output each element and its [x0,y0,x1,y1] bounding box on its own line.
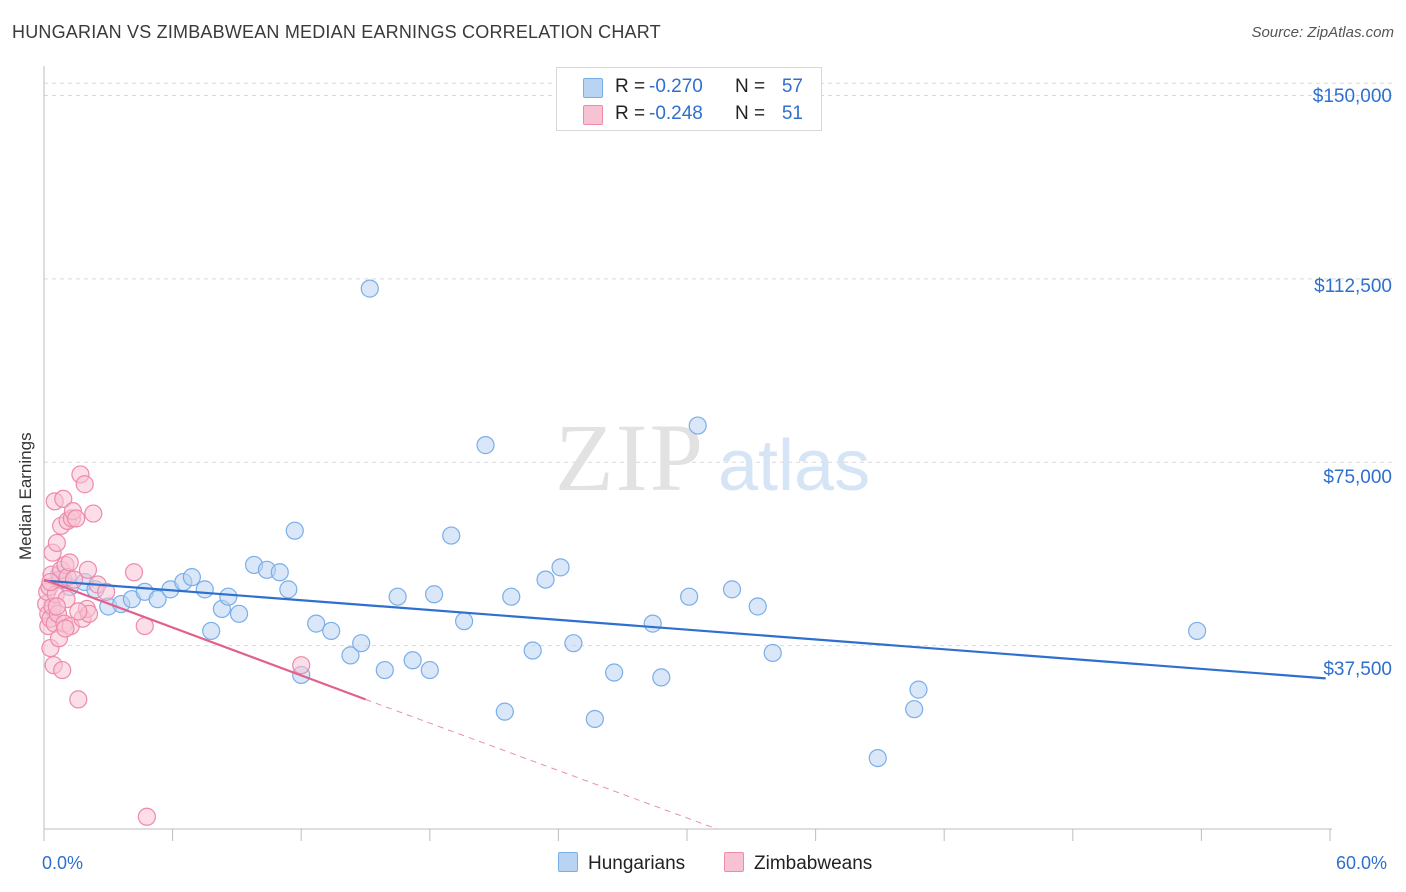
data-point [585,709,604,729]
data-point [285,521,304,540]
data-point [388,587,407,606]
data-point [219,587,238,606]
swatch-hungarians [583,78,603,98]
legend-label: Zimbabweans [754,853,873,874]
data-point [341,646,360,665]
data-point [442,526,461,545]
data-point [279,580,298,599]
r-value: -0.270 [649,76,703,97]
data-point [97,582,116,601]
data-point [67,509,86,528]
data-point [202,621,221,641]
data-point [322,621,341,641]
data-point [403,651,422,670]
series-zimbabweans [37,465,311,826]
data-point [652,668,671,687]
data-point [688,416,707,435]
svg-text:ZIP: ZIP [555,404,705,511]
axes [43,66,1332,841]
trend-extension-zimbabweans [365,698,718,830]
data-point [424,585,444,604]
data-point [56,619,75,638]
data-point [54,489,73,509]
swatch-hungarians [558,852,578,872]
r-label: R = [615,103,646,124]
data-point [420,660,439,680]
y-tick-label: $150,000 [1312,86,1392,107]
swatch-zimbabweans [724,852,744,872]
n-label: N = [735,76,766,97]
data-point [75,475,94,494]
chart-title: HUNGARIAN VS ZIMBABWEAN MEDIAN EARNINGS … [12,22,661,42]
data-point [69,602,88,621]
x-tick-label: 0.0% [42,853,84,873]
data-point [270,563,289,582]
data-point [536,570,555,589]
data-point [868,748,887,768]
n-label: N = [735,103,766,124]
trend-line-hungarians [43,579,1326,680]
data-point [454,612,474,631]
data-point [195,580,214,599]
data-point [551,558,570,577]
n-value: 51 [781,103,803,124]
data-point [307,614,326,633]
data-point [476,436,495,455]
trend-line-zimbabweans [43,578,366,701]
data-point [60,553,79,572]
data-point [69,690,88,709]
data-point [905,700,924,719]
data-point [229,604,249,623]
data-point [680,587,699,606]
legend-item-hungarians: Hungarians [558,852,685,875]
n-value: 57 [781,76,803,97]
data-point [605,663,624,682]
data-point [53,660,72,680]
y-tick-label: $37,500 [1323,659,1392,680]
data-point [495,702,514,721]
data-point [722,580,742,599]
source-label: Source: ZipAtlas.com [1251,24,1394,41]
legend-label: Hungarians [588,853,686,874]
swatch-zimbabweans [583,105,603,125]
data-point [137,807,156,826]
data-point [182,568,201,587]
data-point [763,643,782,663]
data-point [564,634,583,653]
data-point [78,560,98,579]
data-point [502,587,521,606]
watermark: ZIP atlas [555,404,870,511]
data-point [523,641,542,660]
data-point [375,660,394,680]
stats-legend: R = -0.270 N = 57 R = -0.248 N = 51 [556,67,822,131]
r-label: R = [615,76,646,97]
data-point [47,597,66,616]
svg-text:atlas: atlas [718,426,870,506]
r-value: -0.248 [649,103,703,124]
data-point [909,680,928,699]
y-tick-label: $75,000 [1323,467,1392,488]
x-tick-label: 60.0% [1336,853,1388,873]
data-point [748,597,767,616]
data-point [124,563,144,582]
data-point [292,656,311,675]
data-point [1188,621,1207,641]
trend-lines [43,578,1326,830]
data-point [148,590,167,609]
series-hungarians [43,279,1207,768]
data-point [47,533,66,553]
y-tick-label: $112,500 [1314,276,1392,297]
data-point [352,634,371,653]
data-point [360,279,379,298]
data-point [84,504,103,523]
data-point [643,614,662,633]
legend-item-zimbabweans: Zimbabweans [724,852,872,875]
